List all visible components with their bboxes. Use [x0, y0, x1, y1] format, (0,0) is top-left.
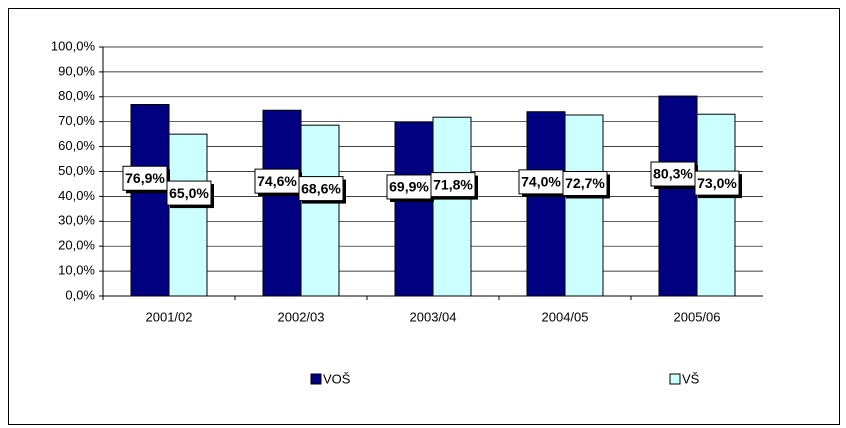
y-tick-label: 60,0%	[58, 138, 95, 153]
legend-swatch	[310, 373, 322, 385]
x-tick-label: 2002/03	[278, 309, 325, 324]
y-tick-label: 30,0%	[58, 213, 95, 228]
label-box	[166, 180, 212, 206]
bar	[432, 116, 472, 297]
y-tick-label: 100,0%	[51, 38, 96, 53]
bar	[130, 104, 170, 297]
value-label: 80,3%	[653, 166, 693, 182]
label-box	[430, 172, 476, 198]
label-box	[254, 168, 300, 194]
y-tick-label: 10,0%	[58, 263, 95, 278]
label-box	[562, 170, 608, 196]
x-tick-label: 2003/04	[410, 309, 457, 324]
value-label: 76,9%	[125, 170, 165, 186]
y-tick-label: 50,0%	[58, 163, 95, 178]
y-tick-label: 90,0%	[58, 63, 95, 78]
label-box	[122, 165, 168, 191]
value-label: 71,8%	[433, 176, 473, 192]
value-label: 73,0%	[697, 175, 737, 191]
y-tick-label: 70,0%	[58, 113, 95, 128]
x-tick-label: 2001/02	[146, 309, 193, 324]
y-tick-label: 40,0%	[58, 188, 95, 203]
bar	[168, 133, 208, 297]
label-box	[694, 170, 740, 196]
legend-swatch	[669, 373, 681, 385]
bar	[564, 114, 604, 297]
y-tick-label: 0,0%	[65, 287, 95, 302]
label-box	[298, 176, 344, 202]
bar	[300, 124, 340, 297]
y-tick-label: 20,0%	[58, 238, 95, 253]
y-tick-label: 80,0%	[58, 88, 95, 103]
bar	[262, 109, 302, 297]
value-label: 65,0%	[169, 185, 209, 201]
value-label: 69,9%	[389, 179, 429, 195]
label-box	[386, 174, 432, 200]
value-label: 74,0%	[521, 174, 561, 190]
value-label: 74,6%	[257, 173, 297, 189]
value-label: 68,6%	[301, 180, 341, 196]
x-tick-label: 2004/05	[542, 309, 589, 324]
label-box	[650, 161, 696, 187]
legend-label: VŠ	[682, 371, 700, 386]
value-label: 72,7%	[565, 175, 605, 191]
bar	[658, 95, 698, 297]
bar	[696, 113, 736, 297]
legend-label: VOŠ	[323, 371, 351, 386]
label-box	[518, 169, 564, 195]
x-tick-label: 2005/06	[674, 309, 721, 324]
bar	[394, 121, 434, 297]
bar	[526, 111, 566, 297]
